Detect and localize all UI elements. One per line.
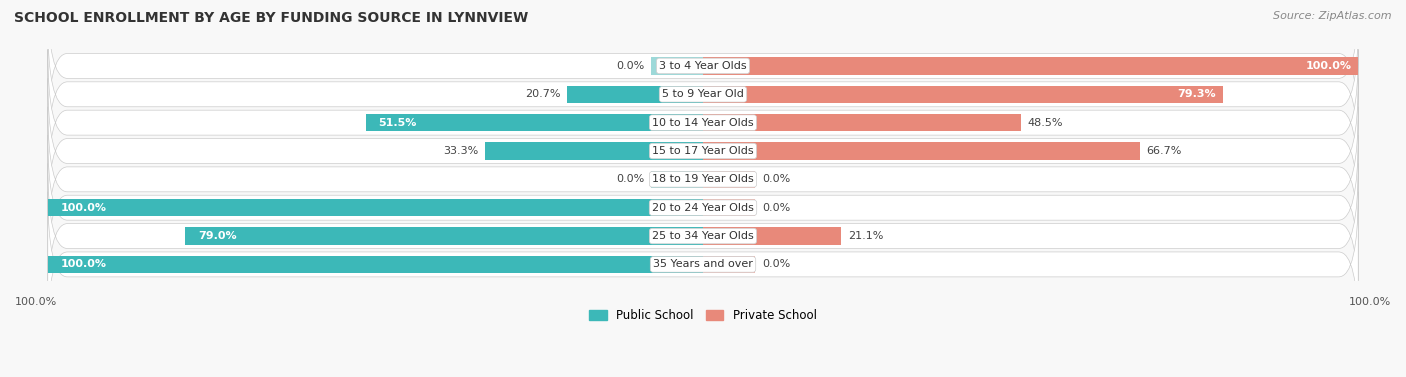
Bar bbox=[568, 86, 703, 103]
Bar bbox=[651, 170, 703, 188]
Bar bbox=[703, 86, 1223, 103]
Text: 21.1%: 21.1% bbox=[848, 231, 883, 241]
Bar bbox=[703, 142, 1140, 160]
Text: 100.0%: 100.0% bbox=[60, 203, 107, 213]
Text: 79.3%: 79.3% bbox=[1177, 89, 1216, 99]
FancyBboxPatch shape bbox=[48, 164, 1358, 309]
Text: 15 to 17 Year Olds: 15 to 17 Year Olds bbox=[652, 146, 754, 156]
Text: 100.0%: 100.0% bbox=[1348, 297, 1391, 307]
Text: 51.5%: 51.5% bbox=[378, 118, 418, 128]
Bar bbox=[703, 170, 755, 188]
Text: 33.3%: 33.3% bbox=[443, 146, 478, 156]
Bar bbox=[485, 142, 703, 160]
Text: 48.5%: 48.5% bbox=[1028, 118, 1063, 128]
Text: 25 to 34 Year Olds: 25 to 34 Year Olds bbox=[652, 231, 754, 241]
Text: 0.0%: 0.0% bbox=[762, 203, 790, 213]
Text: 18 to 19 Year Olds: 18 to 19 Year Olds bbox=[652, 174, 754, 184]
Bar bbox=[703, 114, 1021, 132]
Bar bbox=[186, 227, 703, 245]
Text: 35 Years and over: 35 Years and over bbox=[652, 259, 754, 270]
Legend: Public School, Private School: Public School, Private School bbox=[585, 304, 821, 326]
Text: 0.0%: 0.0% bbox=[616, 174, 644, 184]
Text: Source: ZipAtlas.com: Source: ZipAtlas.com bbox=[1274, 11, 1392, 21]
FancyBboxPatch shape bbox=[48, 0, 1358, 138]
Bar bbox=[703, 199, 755, 216]
Text: SCHOOL ENROLLMENT BY AGE BY FUNDING SOURCE IN LYNNVIEW: SCHOOL ENROLLMENT BY AGE BY FUNDING SOUR… bbox=[14, 11, 529, 25]
Bar bbox=[703, 57, 1358, 75]
Text: 20.7%: 20.7% bbox=[526, 89, 561, 99]
Text: 20 to 24 Year Olds: 20 to 24 Year Olds bbox=[652, 203, 754, 213]
Text: 100.0%: 100.0% bbox=[15, 297, 58, 307]
Text: 100.0%: 100.0% bbox=[60, 259, 107, 270]
Text: 66.7%: 66.7% bbox=[1147, 146, 1182, 156]
FancyBboxPatch shape bbox=[48, 135, 1358, 280]
Bar bbox=[366, 114, 703, 132]
Text: 0.0%: 0.0% bbox=[762, 174, 790, 184]
FancyBboxPatch shape bbox=[48, 50, 1358, 195]
Text: 0.0%: 0.0% bbox=[616, 61, 644, 71]
FancyBboxPatch shape bbox=[48, 78, 1358, 224]
Bar bbox=[703, 227, 841, 245]
Bar bbox=[651, 57, 703, 75]
Text: 5 to 9 Year Old: 5 to 9 Year Old bbox=[662, 89, 744, 99]
Bar bbox=[703, 256, 755, 273]
FancyBboxPatch shape bbox=[48, 22, 1358, 167]
FancyBboxPatch shape bbox=[48, 192, 1358, 337]
Bar bbox=[48, 256, 703, 273]
Text: 79.0%: 79.0% bbox=[198, 231, 238, 241]
Text: 0.0%: 0.0% bbox=[762, 259, 790, 270]
Text: 3 to 4 Year Olds: 3 to 4 Year Olds bbox=[659, 61, 747, 71]
Bar bbox=[48, 199, 703, 216]
Text: 100.0%: 100.0% bbox=[1306, 61, 1351, 71]
FancyBboxPatch shape bbox=[48, 107, 1358, 252]
Text: 10 to 14 Year Olds: 10 to 14 Year Olds bbox=[652, 118, 754, 128]
